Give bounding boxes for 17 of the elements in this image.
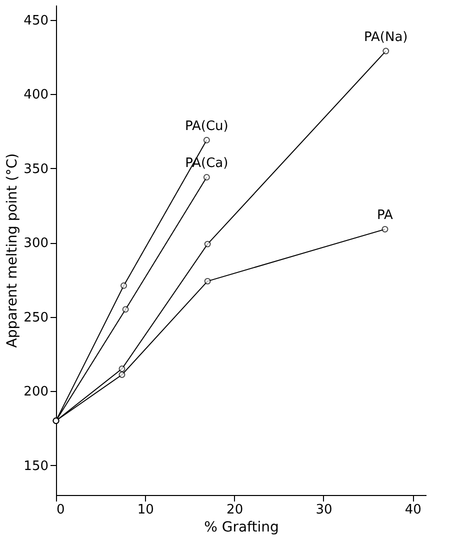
y-tick-label: 350	[24, 162, 48, 177]
x-tick-label: 10	[137, 502, 154, 518]
y-tick-label: 150	[24, 458, 48, 474]
y-tick-label: 200	[24, 384, 48, 400]
y-axis-title: Apparent melting point (°C)	[4, 153, 21, 348]
y-tick-label: 400	[24, 88, 48, 103]
x-axis-title: % Grafting	[204, 520, 279, 536]
x-tick-label: 0	[56, 502, 65, 518]
x-tick-label: 40	[404, 502, 422, 518]
y-tick-label: 450	[24, 13, 48, 28]
y-tick-label: 300	[24, 236, 48, 252]
series-label: PA(Na)	[364, 30, 408, 46]
x-tick-label: 20	[226, 502, 244, 518]
series-label: PA(Cu)	[184, 119, 228, 134]
y-tick-label: 250	[24, 310, 48, 326]
series-label: PA	[377, 208, 394, 224]
x-tick-label: 30	[316, 502, 332, 518]
